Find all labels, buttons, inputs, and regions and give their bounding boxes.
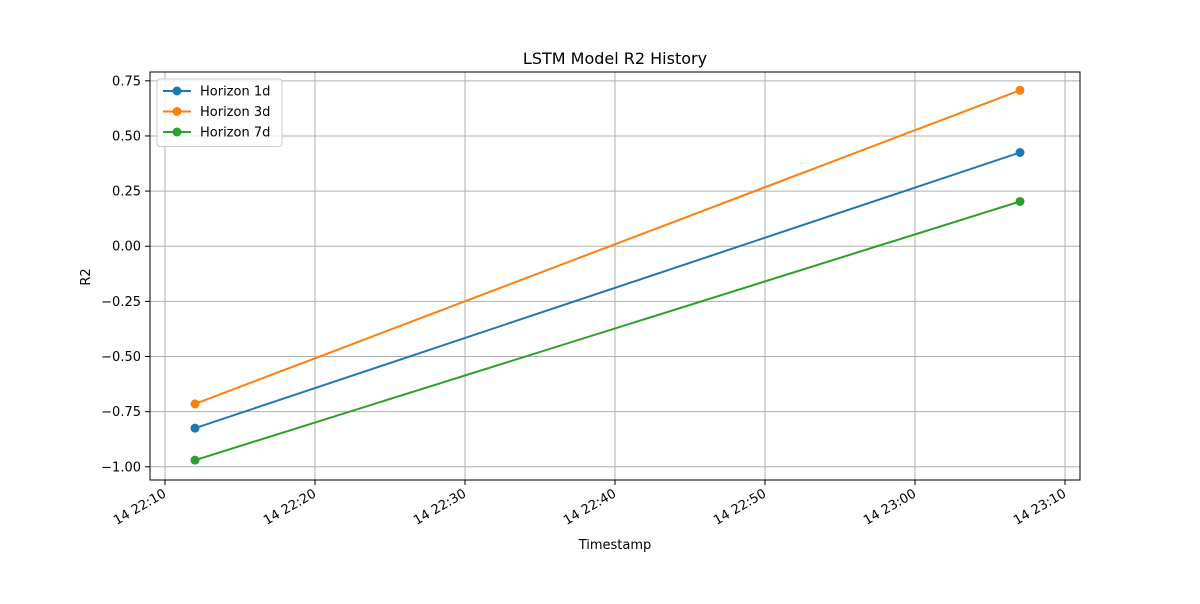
x-tick-label: 14 22:30: [411, 486, 469, 528]
data-point: [190, 423, 200, 433]
legend-swatch-marker: [172, 107, 182, 116]
y-axis-label: R2: [79, 268, 94, 285]
x-tick-label: 14 22:40: [561, 486, 619, 528]
x-axis-label: Timestamp: [578, 538, 652, 553]
series-line: [194, 151, 1021, 430]
x-tick-label: 14 22:10: [111, 486, 169, 528]
y-tick-label: 0.25: [112, 185, 141, 200]
chart-title: LSTM Model R2 History: [523, 49, 707, 68]
legend: Horizon 1d Horizon 3d Horizon 7d: [156, 78, 283, 147]
y-tick-label: 0.00: [112, 240, 141, 255]
y-tick-label: −0.50: [101, 350, 141, 365]
y-tick-label: 0.50: [112, 129, 141, 144]
data-point: [1015, 147, 1025, 157]
y-tick-label: 0.75: [112, 74, 141, 89]
data-point: [190, 399, 200, 409]
y-tick-label: −0.25: [101, 295, 141, 310]
series-lines: [190, 85, 1025, 465]
data-point: [190, 455, 200, 465]
data-point: [1015, 85, 1025, 95]
x-tick-label: 14 23:10: [1011, 486, 1069, 528]
grid: [150, 72, 1080, 480]
legend-label: Horizon 1d: [200, 85, 270, 100]
series-line: [194, 200, 1021, 462]
data-point: [1015, 196, 1025, 206]
series-line: [194, 89, 1021, 405]
legend-label: Horizon 3d: [200, 105, 270, 120]
legend-label: Horizon 7d: [200, 126, 270, 141]
legend-swatch-marker: [172, 127, 182, 137]
x-tick-label: 14 23:00: [861, 486, 919, 528]
y-tick-label: −1.00: [101, 460, 141, 475]
x-tick-label: 14 22:50: [711, 486, 769, 528]
legend-box: [156, 78, 283, 147]
y-tick-label: −0.75: [101, 405, 141, 420]
x-tick-label: 14 22:20: [261, 486, 319, 528]
legend-swatch-marker: [172, 86, 182, 96]
